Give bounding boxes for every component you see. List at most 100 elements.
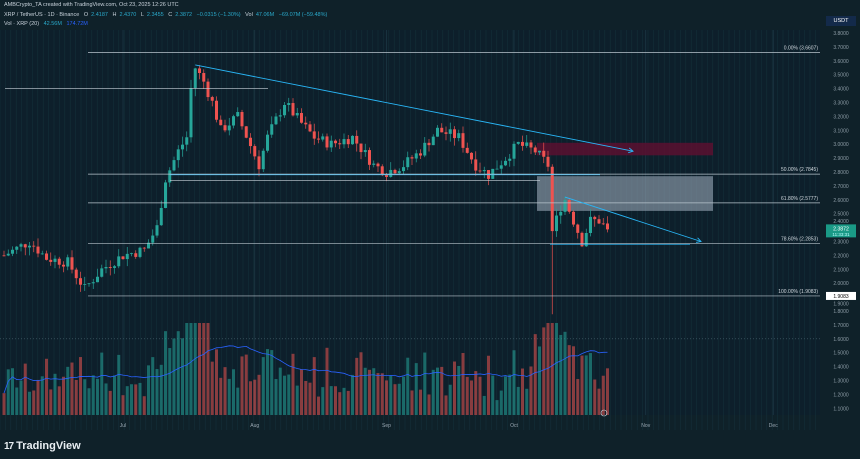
volume-bar [572,346,575,415]
scroll-to-realtime-icon [600,409,608,417]
candle-body [589,216,592,233]
volume-bar [159,364,163,415]
volume-bar [559,334,563,415]
volume-bar [189,323,193,415]
volume-ma-line [3,345,608,394]
candle-body [23,244,27,248]
candle-body [113,266,116,268]
trendline [195,64,634,152]
candle-body [436,127,439,137]
volume-bar [453,361,456,415]
fib-label: 0.00% (3.6607) [784,45,819,51]
candle-body [389,169,393,177]
candle-body [270,124,274,135]
candle-body [355,135,359,144]
candle-body [87,283,91,285]
price-tick: 1.1000 [833,406,849,412]
candle-body [172,160,176,171]
price-tick: 3.6000 [833,59,849,65]
candle-body [185,137,189,145]
volume-bar [261,357,265,415]
candle-body [406,157,410,168]
plot-area [0,30,820,415]
candle-body [300,113,303,123]
price-tick: 3.2000 [833,114,849,120]
volume-bar [402,376,405,415]
candle-body [176,149,180,161]
volume-bar [504,376,507,415]
volume-bar [45,358,48,415]
vol-change: −69.07M (−59.48%) [278,12,328,18]
candle-body [525,142,529,146]
candle-body [130,253,133,255]
candle-body [372,163,376,165]
candle-body [338,143,342,145]
volume-bar [91,375,95,415]
volume-bar [448,384,452,415]
price-tick: 1.8000 [833,309,849,315]
volume-bar [329,386,333,415]
candle-body [274,116,278,125]
volume-bar [66,366,70,415]
volume-bar [6,369,10,415]
candle-body [193,68,197,89]
volume-bar [542,327,546,415]
price-tick: 2.6000 [833,198,849,204]
volume-bar [461,352,465,415]
candle-body [287,103,291,105]
price-tick: 1.2000 [833,392,849,398]
candle-body [461,133,465,148]
candle-body [53,258,57,262]
volume-bar [151,357,155,415]
candle-body [232,116,235,126]
candle-body [223,125,227,131]
currency-label[interactable]: USDT [826,16,856,26]
volume-bar [278,367,282,415]
candle-body [567,200,571,212]
tradingview-logo[interactable]: 17 TradingView [4,440,81,452]
candle-body [142,247,146,249]
volume-bar [606,368,609,415]
volume-bar [15,387,19,415]
candle-body [66,257,70,267]
volume-bar [87,388,91,415]
volume-bar [266,349,269,415]
volume-bar [219,377,223,415]
price-tick: 1.4000 [833,365,849,371]
price-tick: 1.7000 [833,323,849,329]
volume-bar [499,390,503,415]
candle-body [431,136,435,146]
candle-body [49,259,53,262]
trendline [564,196,702,242]
candle-body [584,232,588,247]
candle-body [83,284,87,285]
price-tick: 3.7000 [833,45,849,51]
volume-bar [338,392,342,415]
candle-body [346,139,350,145]
candle-body [155,225,159,236]
volume-bar [176,331,180,415]
volume-bar [113,375,116,415]
volume-bar [380,373,384,415]
month-label: Jul [120,423,126,429]
price-tick: 3.4000 [833,87,849,93]
candle-body [538,150,541,153]
volume-bar [240,356,244,415]
volume-bar [236,387,240,415]
volume-bar [431,369,435,415]
volume-bar [546,323,550,415]
price-tick: 1.5000 [833,351,849,357]
volume-legend[interactable]: Vol · XRP (20) 42.56M 174.72M [4,21,91,27]
price-tick: 3.3000 [833,101,849,107]
volume-bar [482,395,486,415]
candle-body [397,171,401,174]
candle-body [601,223,605,225]
candle-body [198,68,201,74]
symbol-name: XRP / TetherUS · 1D · Binance [4,12,80,18]
candle-body [164,182,167,208]
volume-bar [550,323,554,415]
candle-body [529,142,533,148]
candle-body [317,138,320,140]
